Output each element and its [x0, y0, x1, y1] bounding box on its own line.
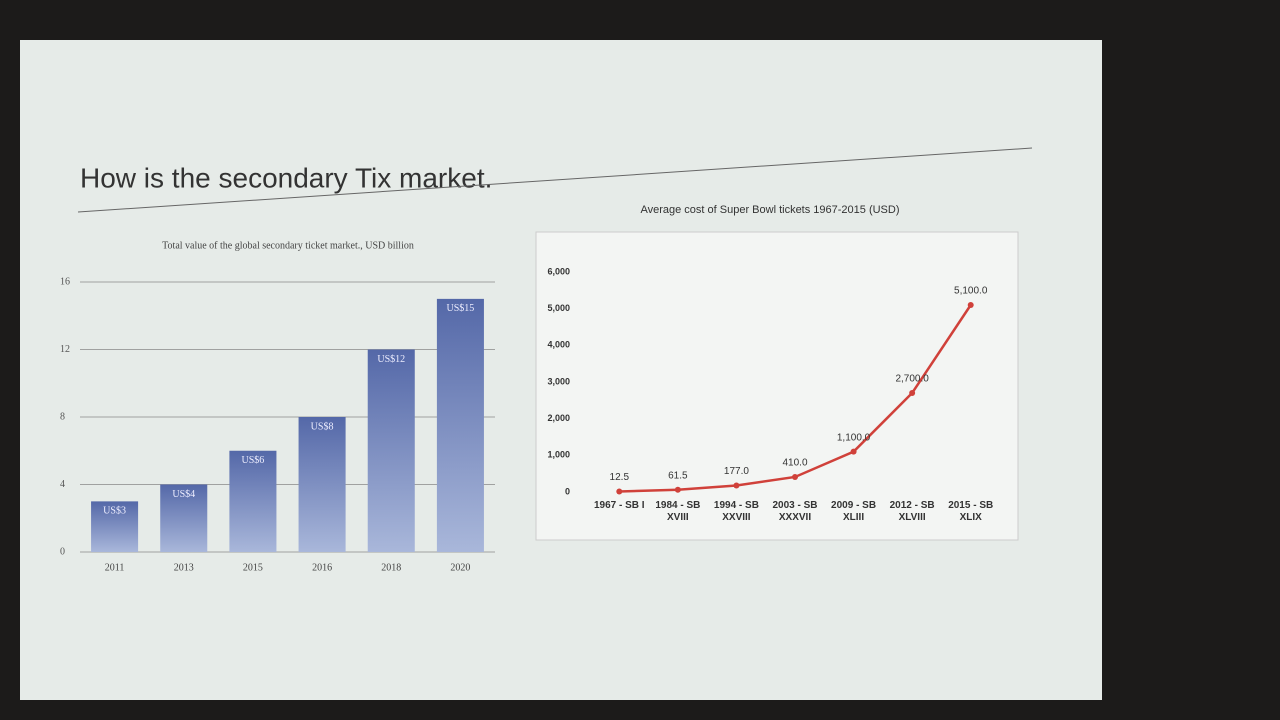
chart-title: Total value of the global secondary tick…: [162, 240, 414, 251]
line-marker: [616, 488, 623, 495]
bar: [91, 501, 139, 552]
y-tick-label: 0: [60, 546, 65, 557]
x-tick-label: 2013: [174, 562, 194, 573]
point-value-label: 12.5: [610, 472, 630, 483]
point-value-label: 5,100.0: [954, 286, 988, 297]
bar-value-label: US$15: [447, 303, 475, 314]
x-tick-label: 2016: [312, 562, 332, 573]
y-tick-label: 2,000: [547, 413, 570, 423]
y-tick-label: 1,000: [547, 450, 570, 460]
x-tick-label: 1967 - SB I: [593, 500, 645, 511]
x-tick-label-box: 2012 - SB XLVIII: [889, 500, 935, 523]
bar: [160, 484, 208, 552]
title-divider: [77, 147, 1033, 213]
point-value-label: 2,700.0: [895, 374, 929, 385]
point-value-label: 177.0: [724, 466, 749, 477]
x-tick-label: 1994 - SB XXVIII: [713, 500, 759, 523]
y-tick-label: 12: [60, 344, 70, 355]
bar: [298, 417, 346, 552]
x-tick-label-box: 1967 - SB I: [593, 500, 645, 511]
x-tick-label: 2011: [105, 562, 125, 573]
y-tick-label: 4,000: [547, 340, 570, 350]
line-marker: [674, 486, 681, 493]
x-tick-label: 1984 - SB XVIII: [655, 500, 701, 523]
x-tick-label-box: 2003 - SB XXXVII: [772, 500, 818, 523]
y-tick-label: 8: [60, 411, 65, 422]
bar-value-label: US$4: [172, 489, 195, 500]
line-marker: [909, 390, 916, 396]
y-tick-label: 3,000: [547, 376, 570, 386]
bar-value-label: US$6: [242, 455, 265, 466]
y-tick-label: 5,000: [547, 303, 570, 313]
x-tick-label: 2009 - SB XLIII: [831, 500, 877, 523]
y-tick-label: 6,000: [547, 266, 570, 276]
x-tick-label: 2015: [243, 562, 263, 573]
line-chart-frame: [535, 231, 1019, 541]
x-tick-label: 2018: [381, 562, 401, 573]
line-marker: [850, 448, 857, 455]
x-tick-label-box: 1994 - SB XXVIII: [713, 500, 759, 523]
x-tick-label: 2020: [450, 562, 470, 573]
x-tick-label: 2003 - SB XXXVII: [772, 500, 818, 523]
line-marker: [733, 482, 740, 489]
y-tick-label: 0: [565, 486, 570, 496]
point-value-label: 61.5: [668, 470, 688, 481]
y-tick-label: 4: [60, 479, 65, 490]
bar-value-label: US$12: [377, 354, 405, 365]
x-tick-label-box: 2009 - SB XLIII: [831, 500, 877, 523]
bar-value-label: US$3: [103, 506, 126, 517]
bar: [436, 298, 484, 552]
slide-title: How is the secondary Tix market.: [80, 162, 492, 193]
x-tick-label-box: 1984 - SB XVIII: [655, 500, 701, 523]
x-tick-label-box: 2015 - SB XLIX: [948, 500, 994, 523]
point-value-label: 1,100.0: [837, 432, 871, 443]
line-marker: [967, 302, 974, 308]
chart-title: Average cost of Super Bowl tickets 1967-…: [640, 204, 899, 216]
x-tick-label: 2015 - SB XLIX: [948, 500, 994, 523]
bar: [229, 450, 277, 552]
bar: [367, 349, 415, 552]
y-tick-label: 16: [60, 276, 70, 287]
bar-value-label: US$8: [311, 421, 334, 432]
line-marker: [792, 473, 798, 480]
point-value-label: 410.0: [782, 458, 807, 469]
x-tick-label: 2012 - SB XLVIII: [889, 500, 935, 523]
